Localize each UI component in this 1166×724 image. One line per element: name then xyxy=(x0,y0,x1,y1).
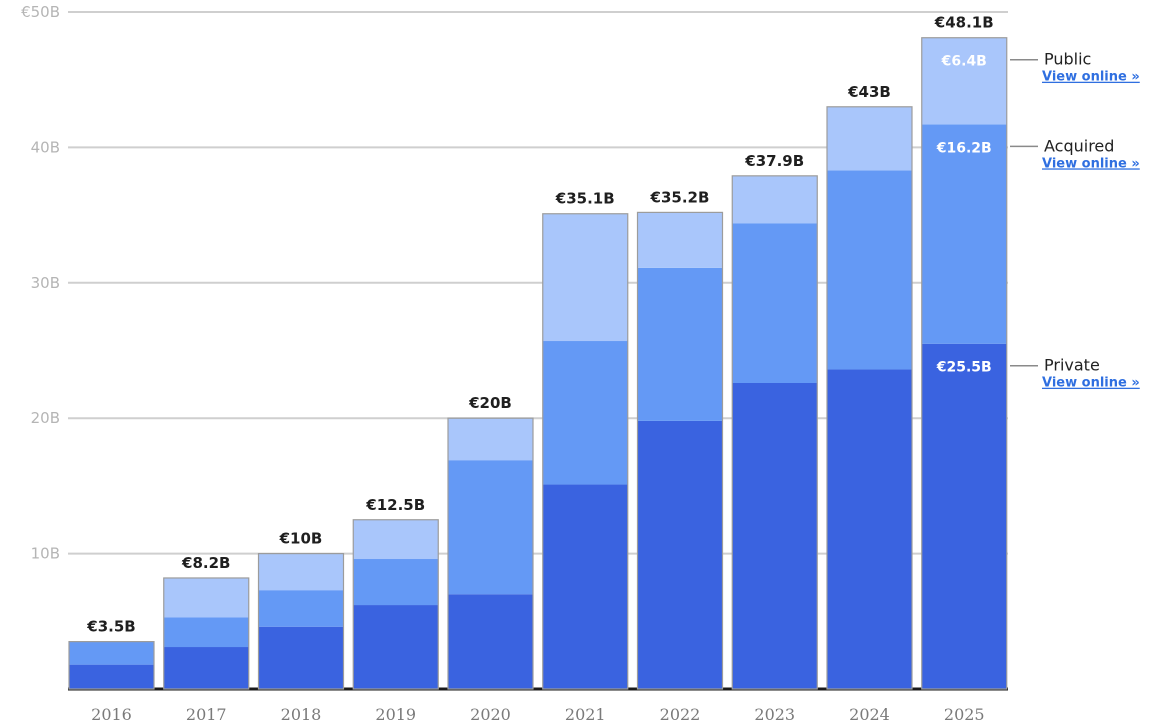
legend-label-private: Private xyxy=(1044,356,1100,375)
bar-outline-2025 xyxy=(921,37,1008,690)
bar-acquired-2021 xyxy=(542,341,628,485)
x-tick-label-2021: 2021 xyxy=(565,705,606,724)
bars-layer xyxy=(68,37,1008,690)
bar-acquired-2023 xyxy=(732,223,818,383)
y-tick-label: 20B xyxy=(31,409,60,427)
bar-private-2017 xyxy=(163,647,249,689)
bar-acquired-2022 xyxy=(637,267,723,421)
bar-total-label-2020: €20B xyxy=(468,394,512,412)
bar-total-label-2023: €37.9B xyxy=(744,152,804,170)
x-tick-label-2016: 2016 xyxy=(91,705,132,724)
bar-acquired-2020 xyxy=(448,460,533,595)
bar-acquired-2024 xyxy=(827,170,912,370)
labels-layer: €3.5B 2016 €8.2B 2017 €10B 2018 €12.5B 2019 €20B… xyxy=(86,14,993,724)
bar-outline-2016 xyxy=(68,641,155,690)
bar-acquired-2016 xyxy=(69,641,154,665)
bar-private-2023 xyxy=(732,382,818,689)
bar-outline-2019 xyxy=(352,519,439,690)
x-tick-label-2023: 2023 xyxy=(754,705,795,724)
bar-outline-2018 xyxy=(257,552,345,690)
legend-label-public: Public xyxy=(1044,50,1091,69)
bar-total-label-2022: €35.2B xyxy=(650,188,710,206)
bar-public-2017 xyxy=(163,577,249,618)
bar-private-2025 xyxy=(921,343,1007,689)
y-tick-label: 10B xyxy=(31,545,60,563)
bar-private-2019 xyxy=(353,605,439,689)
bar-acquired-2019 xyxy=(353,559,439,606)
x-tick-label-2019: 2019 xyxy=(375,705,416,724)
segment-label-acquired: €16.2B xyxy=(936,140,992,156)
bar-total-label-2017: €8.2B xyxy=(181,554,230,572)
bar-public-2023 xyxy=(732,175,818,224)
bar-private-2021 xyxy=(542,484,628,689)
bar-outline-2021 xyxy=(542,213,629,690)
bar-outline-2022 xyxy=(636,211,724,690)
view-online-link-public[interactable]: View online » xyxy=(1042,70,1140,85)
bar-acquired-2017 xyxy=(163,617,249,648)
y-tick-label: 40B xyxy=(31,138,60,156)
y-tick-label: 30B xyxy=(31,274,60,292)
bar-private-2022 xyxy=(637,420,723,689)
segment-label-public: €6.4B xyxy=(941,54,987,70)
bar-public-2018 xyxy=(258,553,344,591)
bar-public-2025 xyxy=(921,37,1007,125)
bar-total-label-2016: €3.5B xyxy=(86,618,135,636)
bar-public-2019 xyxy=(353,519,439,560)
view-online-link-acquired[interactable]: View online » xyxy=(1042,156,1140,171)
view-online-link-private[interactable]: View online » xyxy=(1042,376,1140,391)
y-tick-label: €50B xyxy=(21,3,60,21)
bar-public-2021 xyxy=(542,213,628,342)
bar-outline-2017 xyxy=(163,577,250,690)
bar-private-2016 xyxy=(69,664,154,689)
bar-public-2022 xyxy=(637,212,723,268)
x-tick-label-2017: 2017 xyxy=(186,705,227,724)
x-tick-label-2022: 2022 xyxy=(660,705,701,724)
segment-label-private: €25.5B xyxy=(936,360,992,376)
bar-outline-2020 xyxy=(447,417,534,690)
bar-private-2018 xyxy=(258,626,344,689)
bar-acquired-2018 xyxy=(258,590,344,627)
bar-outline-2024 xyxy=(826,106,913,690)
bar-private-2024 xyxy=(827,369,912,689)
bar-total-label-2018: €10B xyxy=(279,530,323,548)
bar-total-label-2024: €43B xyxy=(847,83,891,101)
bar-private-2020 xyxy=(448,594,533,689)
bar-total-label-2021: €35.1B xyxy=(555,190,615,208)
x-tick-label-2020: 2020 xyxy=(470,705,511,724)
legend-label-acquired: Acquired xyxy=(1044,136,1114,155)
bar-outline-2023 xyxy=(731,175,818,690)
bar-public-2024 xyxy=(827,106,912,171)
bar-total-label-2025: €48.1B xyxy=(934,14,994,32)
x-tick-label-2018: 2018 xyxy=(281,705,322,724)
x-tick-label-2025: 2025 xyxy=(944,705,985,724)
bar-total-label-2019: €12.5B xyxy=(365,496,425,514)
bar-public-2020 xyxy=(448,418,533,461)
bar-acquired-2025 xyxy=(921,124,1007,344)
x-tick-label-2024: 2024 xyxy=(849,705,890,724)
